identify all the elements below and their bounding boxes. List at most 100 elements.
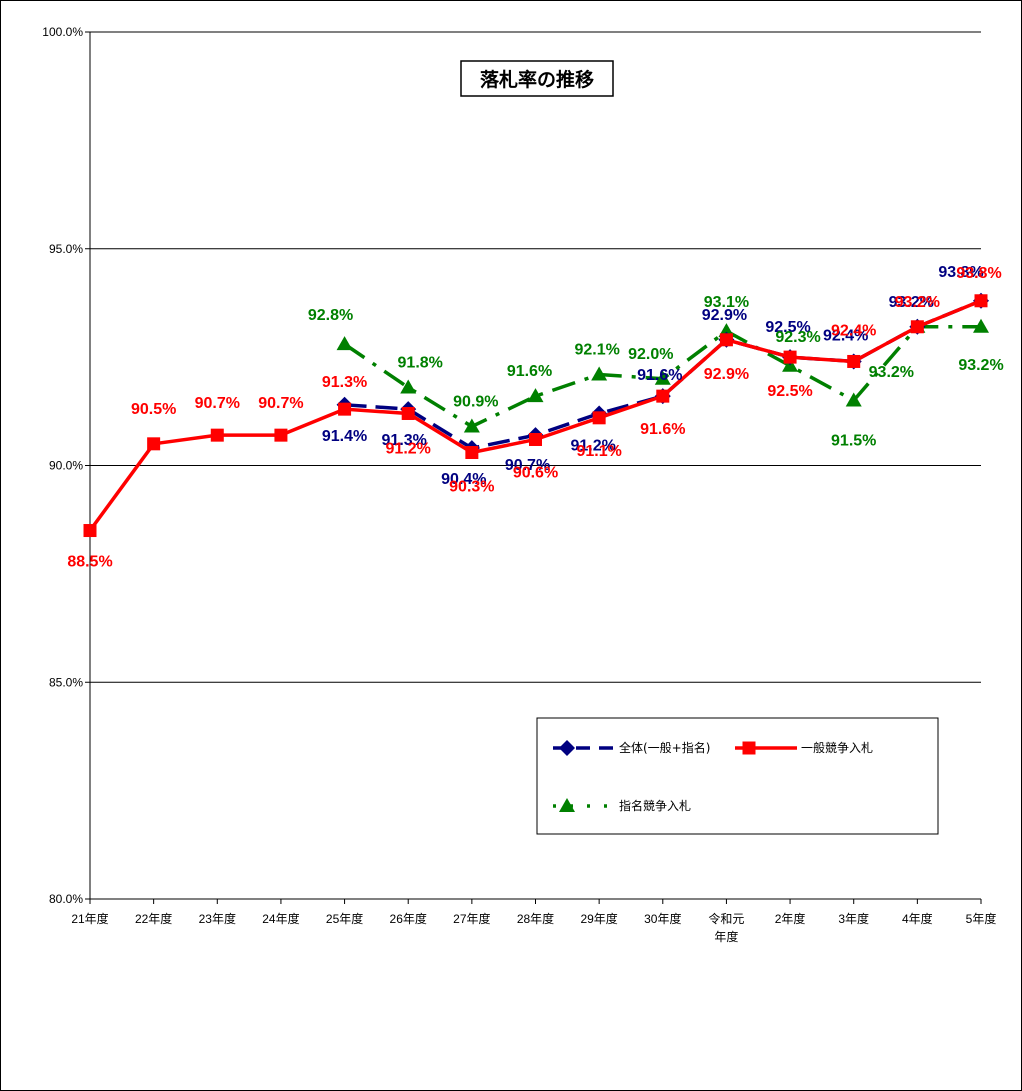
point-marker	[654, 370, 671, 385]
data-label: 91.6%	[640, 421, 685, 438]
legend-marker	[742, 741, 756, 755]
data-label: 93.8%	[938, 264, 983, 281]
data-label: 92.8%	[308, 307, 353, 324]
x-tick-label: 3年度	[838, 911, 869, 926]
x-tick-label: 28年度	[517, 911, 554, 926]
legend-label: 全体(一般+指名)	[619, 740, 710, 755]
point-marker	[336, 336, 353, 351]
data-label: 90.9%	[453, 393, 498, 410]
legend-entry: 一般競争入札	[735, 740, 873, 755]
point-marker	[847, 354, 861, 368]
y-tick-label: 85.0%	[49, 675, 83, 689]
data-label: 92.9%	[704, 366, 749, 383]
data-labels: 91.4% 91.3% 90.4% 90.7% 91.2% 91.6% 92.9% 92.5%…	[67, 264, 1003, 571]
data-label: 91.1%	[576, 443, 621, 460]
point-marker	[465, 445, 479, 459]
point-marker	[783, 350, 797, 364]
data-label: 91.4%	[322, 428, 367, 445]
data-label: 92.0%	[628, 346, 673, 363]
legend-label: 指名競争入札	[619, 798, 691, 813]
x-tick-label: 29年度	[580, 911, 617, 926]
point-marker	[401, 406, 415, 420]
y-tick-label: 95.0%	[49, 242, 83, 256]
legend-entry: 指名競争入札	[553, 798, 691, 813]
data-label: 93.8%	[956, 265, 1001, 282]
y-tick-label: 100.0%	[42, 25, 83, 39]
y-tick-label: 90.0%	[49, 459, 83, 473]
legend-marker	[559, 798, 575, 812]
point-marker	[338, 402, 352, 416]
series-layer	[83, 292, 989, 538]
data-label: 91.3%	[382, 432, 427, 449]
data-label: 88.5%	[67, 554, 112, 571]
point-marker	[719, 333, 733, 347]
legend-label: 一般競争入札	[801, 740, 873, 755]
x-tick-label: 27年度	[453, 911, 490, 926]
data-label: 91.3%	[322, 374, 367, 391]
legend-entry: 全体(一般+指名)	[553, 740, 710, 756]
x-tick-label: 2年度	[775, 911, 806, 926]
point-marker	[463, 418, 480, 433]
data-label: 90.7%	[195, 395, 240, 412]
data-label: 90.5%	[131, 401, 176, 418]
point-marker	[973, 318, 989, 333]
axes: 80.0% 85.0% 90.0% 95.0% 100.0% 21年度 22年度 23年度 24…	[42, 25, 996, 944]
point-marker	[210, 428, 224, 442]
point-marker	[147, 437, 161, 451]
data-label: 93.2%	[869, 364, 914, 381]
data-label: 91.6%	[637, 367, 682, 384]
point-marker	[910, 320, 924, 334]
series-1	[83, 294, 988, 538]
data-label: 91.2%	[386, 440, 431, 457]
point-marker	[656, 389, 670, 403]
x-tick-label: 26年度	[390, 911, 427, 926]
y-tick-label: 80.0%	[49, 892, 83, 906]
point-marker	[591, 366, 608, 381]
point-marker	[529, 432, 542, 446]
gridlines	[90, 31, 981, 683]
data-label: 92.5%	[765, 319, 810, 336]
x-tick-label: 25年度	[326, 911, 363, 926]
data-label: 92.5%	[767, 383, 812, 400]
data-label: 92.4%	[823, 327, 868, 344]
chart-title-box: 落札率の推移	[460, 60, 614, 97]
data-label: 93.1%	[704, 294, 749, 311]
x-tick-label: 23年度	[199, 911, 236, 926]
data-label: 90.7%	[258, 395, 303, 412]
data-label: 92.3%	[775, 329, 820, 346]
data-label: 91.6%	[507, 363, 552, 380]
point-marker	[845, 392, 862, 407]
data-label: 93.2%	[895, 294, 940, 311]
chart-title: 落札率の推移	[480, 68, 594, 91]
data-label: 92.9%	[702, 307, 747, 324]
x-tick-label: 5年度	[966, 911, 997, 926]
data-label: 90.6%	[513, 464, 558, 481]
point-marker	[400, 379, 417, 394]
data-label: 90.4%	[441, 471, 486, 488]
legend-marker	[559, 740, 575, 756]
point-marker	[592, 411, 606, 425]
point-marker	[974, 294, 988, 308]
data-label: 90.3%	[449, 478, 494, 495]
point-marker	[83, 524, 97, 538]
data-label: 93.2%	[958, 357, 1003, 374]
x-tick-label: 30年度	[644, 911, 681, 926]
data-label: 92.1%	[574, 341, 619, 358]
x-tick-label: 24年度	[262, 911, 299, 926]
data-label: 91.8%	[398, 354, 443, 371]
data-label: 90.7%	[505, 457, 550, 474]
x-tick-label: 21年度	[71, 911, 108, 926]
data-label: 91.2%	[570, 437, 615, 454]
x-tick-label: 22年度	[135, 911, 172, 926]
x-tick-label: 4年度	[902, 911, 933, 926]
data-label: 91.5%	[831, 432, 876, 449]
x-tick-label: 令和元年度	[708, 911, 744, 944]
point-marker	[527, 388, 544, 403]
data-label: 92.4%	[831, 322, 876, 339]
point-marker	[274, 428, 288, 442]
data-label: 93.2%	[889, 294, 934, 311]
